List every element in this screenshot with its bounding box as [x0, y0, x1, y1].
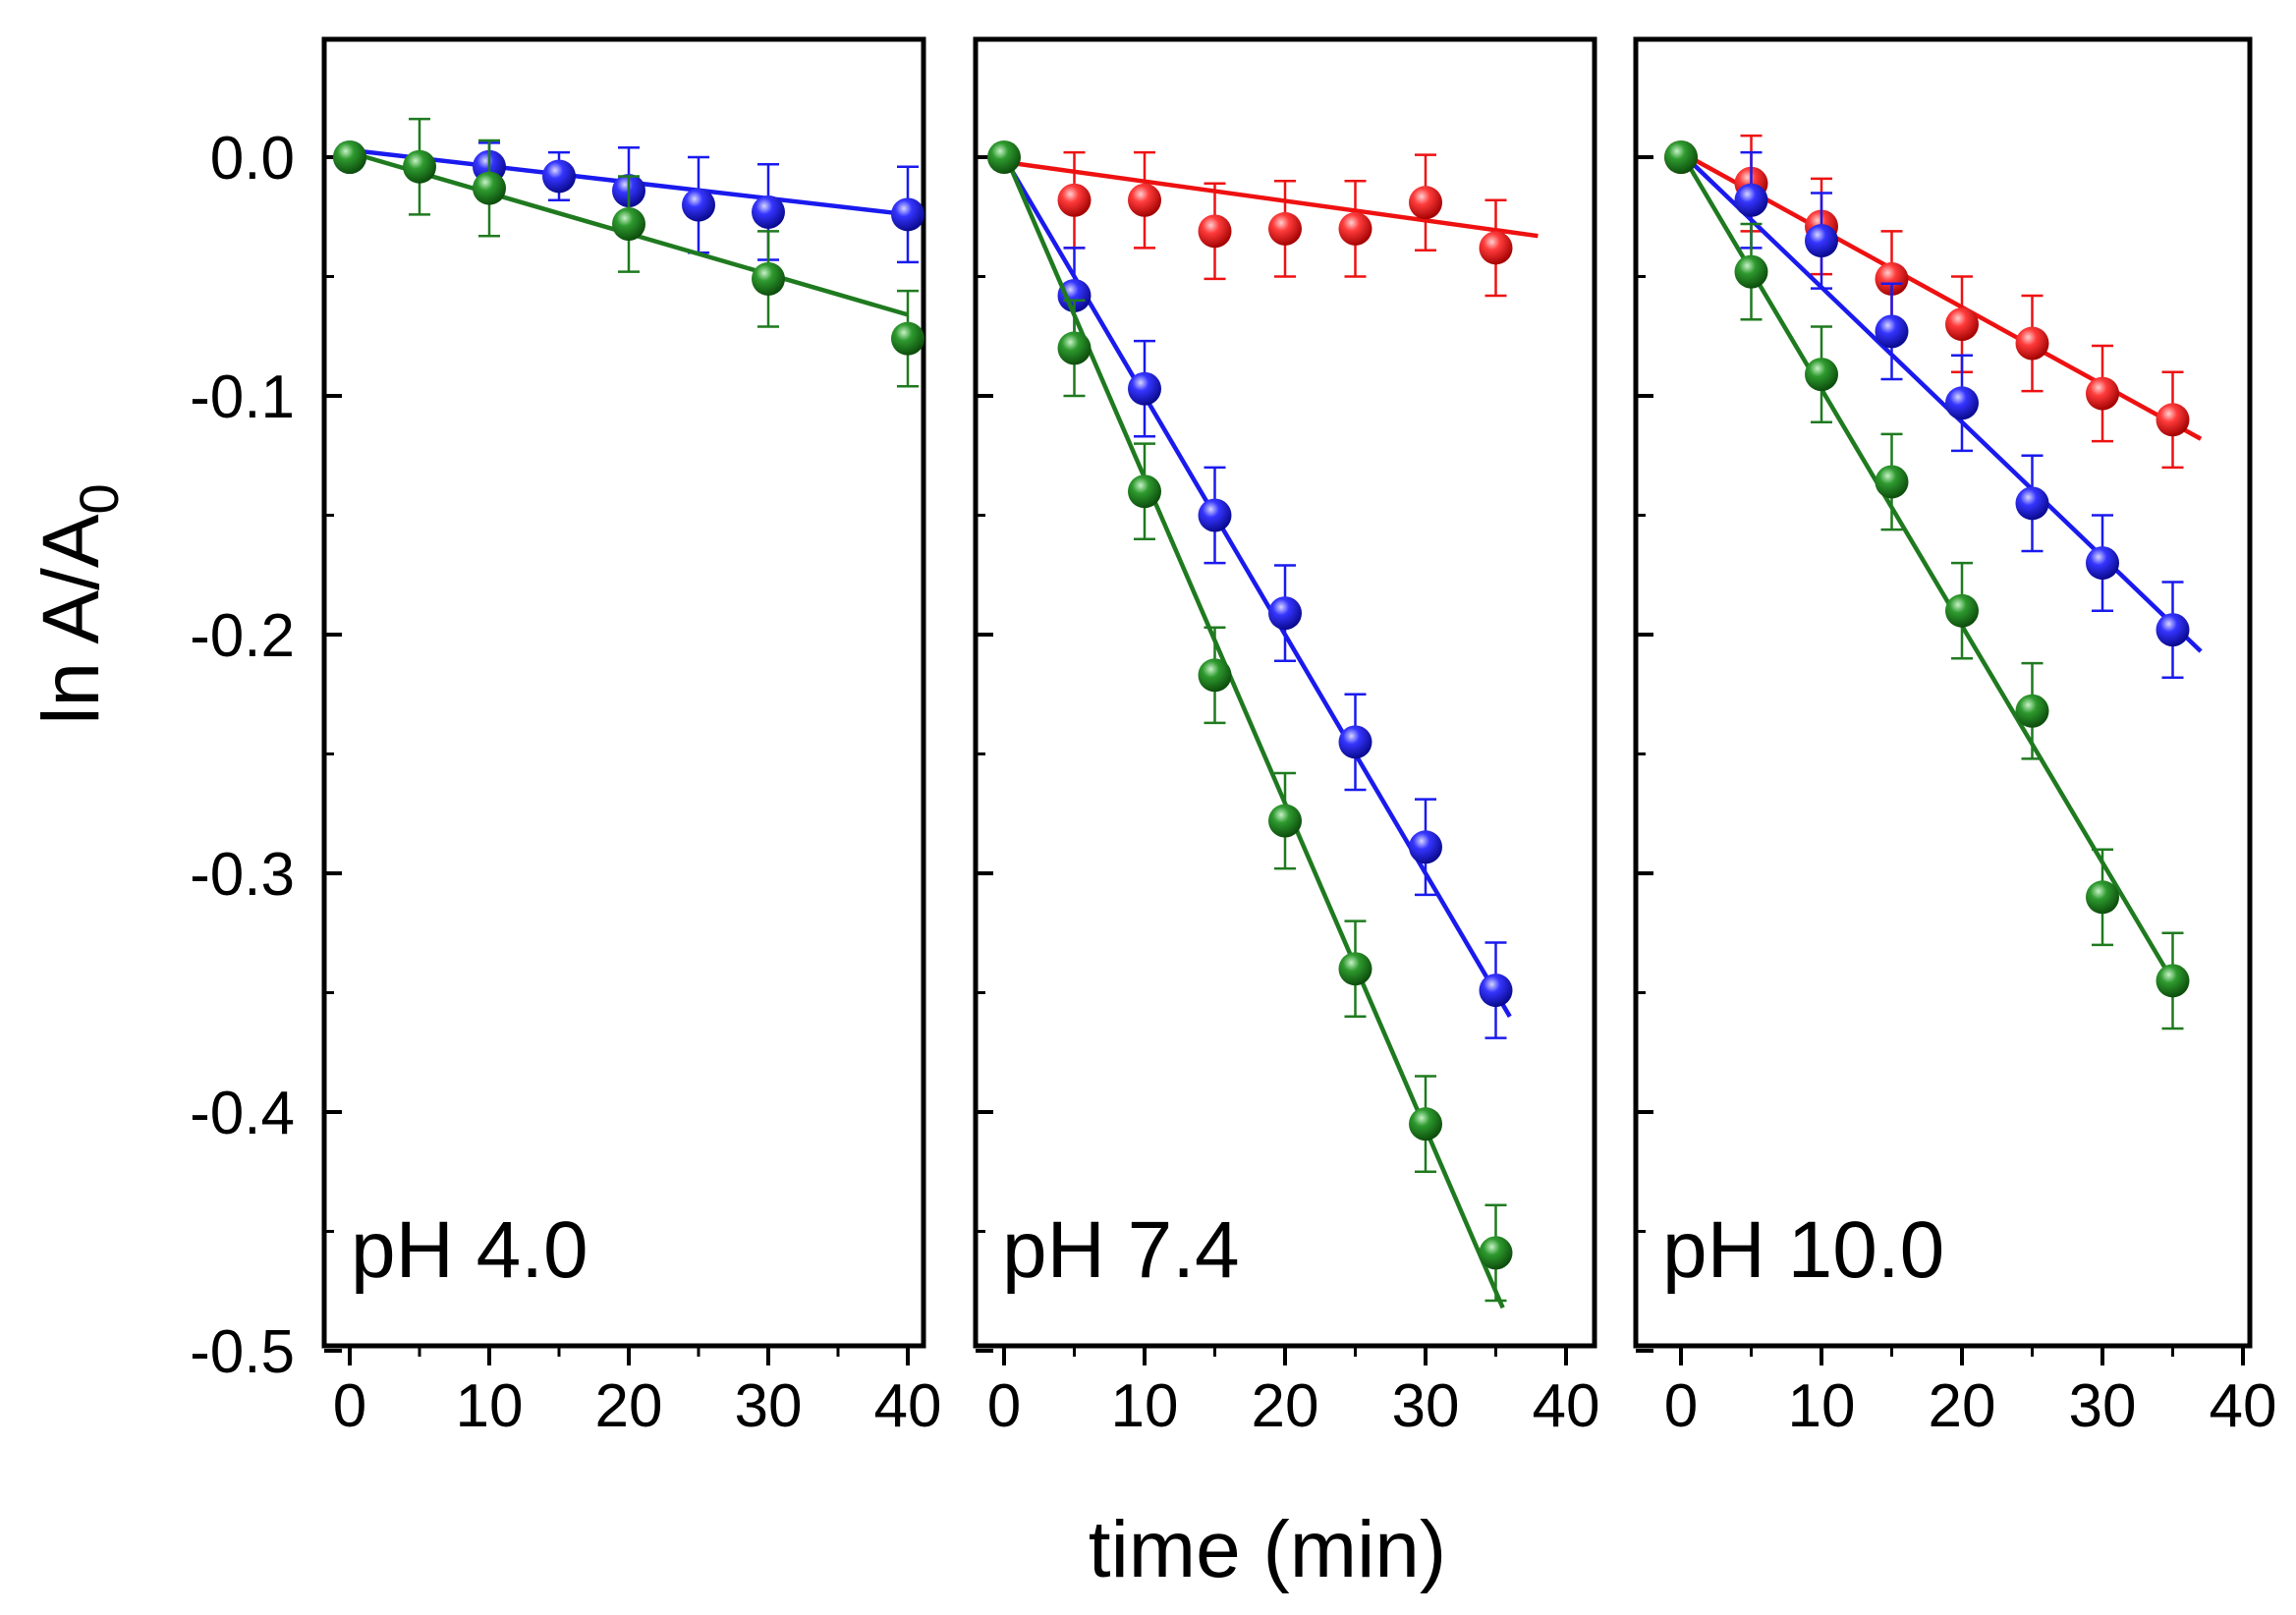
data-point	[1479, 974, 1513, 1008]
data-point	[2015, 694, 2049, 728]
data-point	[1805, 224, 1838, 258]
data-point	[1198, 658, 1232, 693]
x-tick-label: 40	[1533, 1372, 1600, 1440]
data-point	[891, 197, 924, 232]
data-point	[1268, 804, 1302, 838]
data-point	[2086, 546, 2119, 581]
panel-frame	[321, 36, 926, 1349]
data-point	[1409, 186, 1442, 220]
data-point	[2156, 613, 2190, 647]
x-tick-label: 0	[1664, 1372, 1698, 1440]
x-tick-label: 20	[1929, 1372, 1996, 1440]
x-tick-label: 40	[874, 1372, 942, 1440]
data-point	[473, 171, 506, 205]
data-point	[1945, 593, 1979, 628]
series-green	[987, 140, 1513, 1309]
data-point	[1664, 140, 1698, 174]
data-point	[1945, 386, 1979, 420]
panel-3: 0 10 20 30 40 pH 10.0	[1633, 36, 2277, 1440]
data-point	[1128, 371, 1161, 406]
data-point	[1128, 474, 1161, 509]
series-green	[333, 117, 924, 388]
svg-text:ln A/A0: ln A/A0	[27, 483, 130, 724]
data-point	[1805, 358, 1838, 392]
data-point	[1338, 952, 1372, 986]
x-tick-label: 10	[456, 1372, 524, 1440]
data-point	[2086, 880, 2119, 915]
y-axis-title-main: ln A/A	[27, 514, 116, 725]
data-point	[2015, 326, 2049, 361]
data-point	[1409, 830, 1442, 864]
panel-label: pH 10.0	[1662, 1205, 1944, 1295]
data-point	[2156, 403, 2190, 437]
x-tick-label: 30	[735, 1372, 803, 1440]
data-point	[891, 321, 924, 356]
x-tick-label: 30	[2069, 1372, 2137, 1440]
data-point	[1479, 1236, 1513, 1270]
x-tick-label: 30	[1392, 1372, 1460, 1440]
panel-frame	[1633, 36, 2253, 1349]
data-point	[1268, 211, 1302, 246]
data-point	[1945, 307, 1979, 342]
data-point	[1338, 211, 1372, 246]
panel-label: pH 4.0	[351, 1205, 588, 1295]
data-point	[1734, 183, 1768, 217]
y-tick-label: -0.1	[190, 363, 295, 431]
series-blue	[1679, 150, 2203, 679]
y-tick-label: -0.4	[190, 1080, 295, 1147]
x-axis-title: time (min)	[1089, 1505, 1446, 1594]
x-tick-label: 20	[1252, 1372, 1319, 1440]
data-point	[2015, 486, 2049, 521]
x-tick-label: 10	[1788, 1372, 1856, 1440]
series-blue	[1002, 155, 1513, 1039]
y-tick-label: -0.3	[190, 841, 295, 909]
y-axis-title: ln A/A0	[27, 483, 130, 724]
y-tick-label: -0.5	[190, 1318, 295, 1386]
data-point	[1057, 278, 1092, 312]
data-point	[1875, 465, 1909, 499]
data-point	[1057, 183, 1092, 217]
data-point	[1198, 214, 1232, 249]
x-tick-label: 40	[2210, 1372, 2277, 1440]
panel-1: 0 10 20 30 40 pH 4.0	[321, 36, 942, 1440]
x-tick-label: 10	[1111, 1372, 1179, 1440]
data-point	[1268, 596, 1302, 631]
data-point	[1875, 261, 1909, 296]
data-point	[333, 140, 366, 174]
data-point	[682, 188, 715, 222]
data-point	[2156, 964, 2190, 998]
data-point	[1338, 725, 1372, 759]
data-point	[612, 207, 645, 242]
series-red	[1003, 150, 1539, 298]
fit-line	[1679, 150, 2203, 653]
data-point	[1198, 498, 1232, 532]
y-tick-labels: 0.0 -0.1 -0.2 -0.3 -0.4 -0.5	[190, 125, 295, 1386]
data-point	[2086, 376, 2119, 411]
series-green	[1664, 140, 2190, 1030]
fit-line	[1679, 150, 2182, 994]
y-tick-label: -0.2	[190, 602, 295, 670]
panel-label: pH 7.4	[1002, 1205, 1240, 1295]
panels: 0 10 20 30 40 pH 4.0 0 10 20 30 40 pH 7.4 0 10 20 30 40 p…	[321, 36, 2277, 1440]
x-tick-label: 0	[987, 1372, 1021, 1440]
y-tick-label: 0.0	[210, 125, 295, 193]
data-point	[752, 261, 785, 296]
data-point	[403, 149, 436, 184]
data-point	[752, 195, 785, 229]
x-tick-label: 0	[333, 1372, 366, 1440]
x-tick-label: 20	[595, 1372, 663, 1440]
data-point	[1128, 183, 1161, 217]
fit-line	[1003, 159, 1539, 239]
data-point	[1479, 231, 1513, 265]
panel-2: 0 10 20 30 40 pH 7.4	[973, 36, 1600, 1440]
data-point	[542, 159, 576, 194]
data-point	[1734, 254, 1768, 289]
data-point	[1409, 1107, 1442, 1142]
data-point	[1057, 331, 1092, 365]
data-point	[987, 140, 1021, 174]
data-point	[1875, 314, 1909, 349]
y-axis-title-subscript: 0	[68, 483, 130, 514]
